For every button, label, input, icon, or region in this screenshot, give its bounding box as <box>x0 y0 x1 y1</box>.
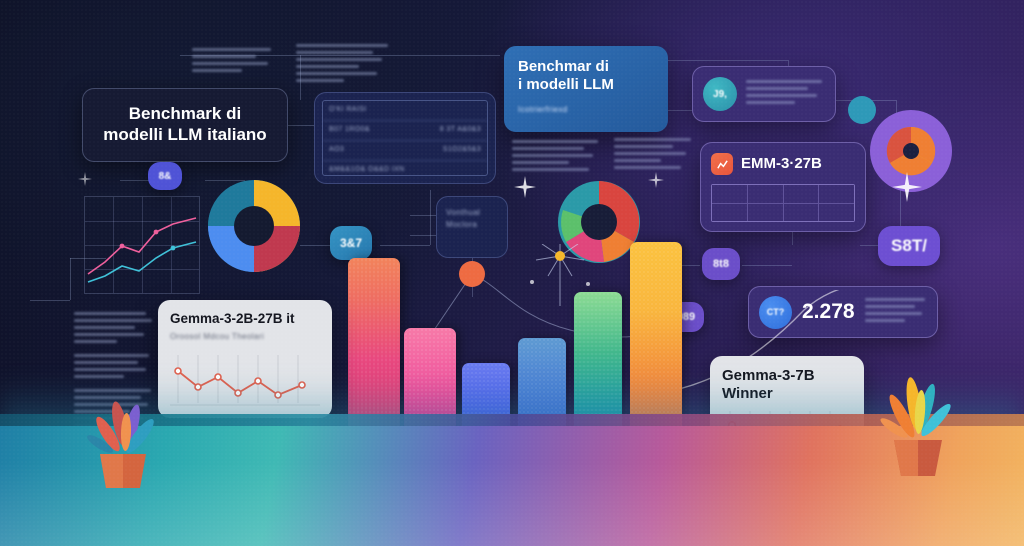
plant-right <box>880 377 951 476</box>
stat-card: CT? 2.278 <box>748 286 938 338</box>
donut-chart-right <box>558 181 640 263</box>
badge-367: 3&7 <box>330 226 372 260</box>
blue-card-subtitle: Icotrierfriexd <box>518 104 568 114</box>
badge-s8t: S8T/ <box>878 226 940 266</box>
sparkle-icon <box>892 172 922 202</box>
table-cell: O'KI RAISI <box>329 106 367 113</box>
badge-8e: 8& <box>148 162 182 190</box>
mid-text-block-2 <box>614 138 698 173</box>
badge-868: 8t8 <box>702 248 740 280</box>
top-right-stat-card: J9, <box>692 66 836 122</box>
winner-card-line-1: Gemma-3-7B <box>722 367 815 384</box>
model-card-emm-title: EMM-3·27B <box>741 154 822 172</box>
table-cell: B07 1RO0& <box>329 125 370 133</box>
donut-chart-left <box>207 180 300 272</box>
stat-circle-label: CT? <box>766 307 785 317</box>
teal-circle-label: J9, <box>713 88 727 100</box>
chart-badge-icon <box>711 153 733 175</box>
small-card-virtual: Vonthual Moclora <box>436 196 508 258</box>
sparkle-icon <box>514 176 536 198</box>
table-card: O'KI RAISI B07 1RO0& 8 3T A&0&3 AO3 S1O2… <box>314 92 496 184</box>
plant-left <box>87 401 154 488</box>
stat-value: 2.278 <box>802 300 855 324</box>
mini-line-chart <box>84 196 202 294</box>
blue-headline-card: Benchmar di i modelli LLM Icotrierfriexd <box>504 46 668 132</box>
blue-card-line-2: i modelli LLM <box>518 76 614 94</box>
floor-glow <box>0 426 1024 546</box>
emm-mini-table <box>711 184 855 222</box>
teal-circle-badge: J9, <box>703 77 737 111</box>
stat-circle: CT? <box>759 295 792 329</box>
blue-card-line-1: Benchmar di <box>518 58 609 75</box>
headline-line-1: Benchmark di <box>128 104 242 124</box>
headline-card: Benchmark di modelli LLM italiano <box>82 88 288 162</box>
top-left-text-block <box>192 48 278 76</box>
model-card-gemma-27b-subtitle: Oroosol Mdcou Theolari <box>170 332 265 342</box>
model-card-emm: EMM-3·27B <box>700 142 866 232</box>
floor-front <box>0 426 1024 546</box>
sparkle-icon <box>648 172 664 188</box>
mid-text-block <box>512 140 604 175</box>
headline-line-2: modelli LLM italiano <box>103 125 267 144</box>
violet-pie-chart <box>870 110 952 192</box>
teal-dot <box>848 96 876 124</box>
model-card-gemma-27b-title: Gemma-3-2B-27B it <box>170 311 295 326</box>
table-cell: S1O2&5&3 <box>442 145 481 153</box>
table-cell: 8 3T A&0&3 <box>439 125 481 133</box>
table-cell: &M&&1O& O&&D IXN <box>329 165 405 173</box>
sparkle-icon <box>78 172 92 186</box>
small-card-line-2: Moclora <box>446 220 478 230</box>
table-cell: AO3 <box>329 145 345 153</box>
top-mid-text-block <box>296 44 392 86</box>
small-card-line-1: Vonthual <box>446 208 481 217</box>
